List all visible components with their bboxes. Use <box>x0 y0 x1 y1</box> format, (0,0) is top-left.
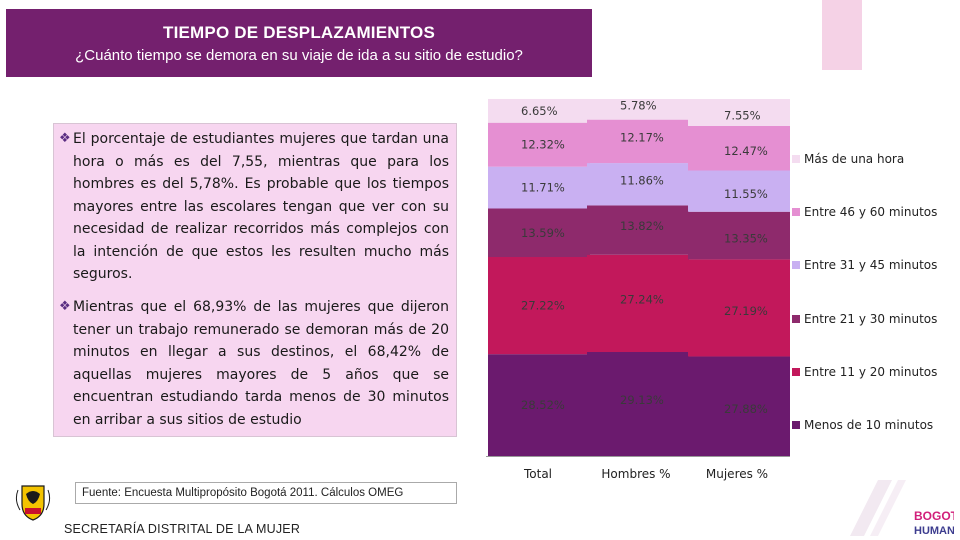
organization-name: SECRETARÍA DISTRITAL DE LA MUJER <box>64 522 300 536</box>
legend-item: Menos de 10 minutos <box>792 418 933 432</box>
svg-text:BOGOTÁ: BOGOTÁ <box>914 508 954 523</box>
category-label: Total <box>523 467 552 481</box>
diamond-bullet-icon: ❖ <box>59 128 71 151</box>
legend-item: Entre 21 y 30 minutos <box>792 312 937 326</box>
legend-item: Entre 11 y 20 minutos <box>792 365 937 379</box>
data-label: 13.82% <box>620 219 664 233</box>
stacked-bar-chart: 28.52% 27.22% 13.59% 11.71% 12.32% 6.65% Total… <box>480 95 790 495</box>
legend-label: Entre 46 y 60 minutos <box>804 205 937 219</box>
data-label: 11.55% <box>724 187 768 201</box>
data-label: 29.13% <box>620 393 664 407</box>
legend-swatch <box>792 155 800 163</box>
legend-item: Entre 31 y 45 minutos <box>792 258 937 272</box>
data-label: 27.88% <box>724 402 768 416</box>
decorative-bar <box>822 0 862 70</box>
bogota-humana-logo: BOGOTÁ HUMANA <box>848 478 954 538</box>
legend-swatch <box>792 315 800 323</box>
category-label: Hombres % <box>601 467 670 481</box>
page-title: TIEMPO DE DESPLAZAMIENTOS <box>6 23 592 43</box>
legend-label: Entre 31 y 45 minutos <box>804 258 937 272</box>
finding-bullet: ❖ El porcentaje de estudiantes mujeres q… <box>61 128 449 286</box>
data-label: 13.35% <box>724 232 768 246</box>
data-label: 12.17% <box>620 130 664 144</box>
legend-label: Más de una hora <box>804 152 904 166</box>
data-label: 12.47% <box>724 144 768 158</box>
data-label: 27.19% <box>724 304 768 318</box>
legend-swatch <box>792 208 800 216</box>
legend-item: Entre 46 y 60 minutos <box>792 205 937 219</box>
legend-swatch <box>792 261 800 269</box>
data-label: 13.59% <box>521 226 565 240</box>
title-banner: TIEMPO DE DESPLAZAMIENTOS ¿Cuánto tiempo… <box>6 9 592 77</box>
data-label: 11.71% <box>521 181 565 195</box>
data-label: 12.32% <box>521 138 565 152</box>
svg-text:HUMANA: HUMANA <box>914 525 954 537</box>
finding-bullet: ❖ Mientras que el 68,93% de las mujeres … <box>61 296 449 431</box>
legend-swatch <box>792 421 800 429</box>
data-label: 7.55% <box>724 109 761 123</box>
findings-box: ❖ El porcentaje de estudiantes mujeres q… <box>53 123 457 437</box>
page-subtitle: ¿Cuánto tiempo se demora en su viaje de … <box>6 47 592 64</box>
finding-text: Mientras que el 68,93% de las mujeres qu… <box>61 296 449 431</box>
legend-label: Menos de 10 minutos <box>804 418 933 432</box>
diamond-bullet-icon: ❖ <box>59 296 71 319</box>
legend-label: Entre 21 y 30 minutos <box>804 312 937 326</box>
legend-swatch <box>792 368 800 376</box>
finding-text: El porcentaje de estudiantes mujeres que… <box>61 128 449 286</box>
legend-item: Más de una hora <box>792 152 904 166</box>
data-label: 28.52% <box>521 398 565 412</box>
data-label: 11.86% <box>620 173 664 187</box>
data-label: 27.22% <box>521 299 565 313</box>
source-note: Fuente: Encuesta Multipropósito Bogotá 2… <box>75 482 457 504</box>
data-label: 5.78% <box>620 98 657 112</box>
data-label: 6.65% <box>521 104 558 118</box>
bogota-coat-of-arms-logo <box>8 482 58 538</box>
legend-label: Entre 11 y 20 minutos <box>804 365 937 379</box>
category-label: Mujeres % <box>706 467 768 481</box>
data-label: 27.24% <box>620 292 664 306</box>
